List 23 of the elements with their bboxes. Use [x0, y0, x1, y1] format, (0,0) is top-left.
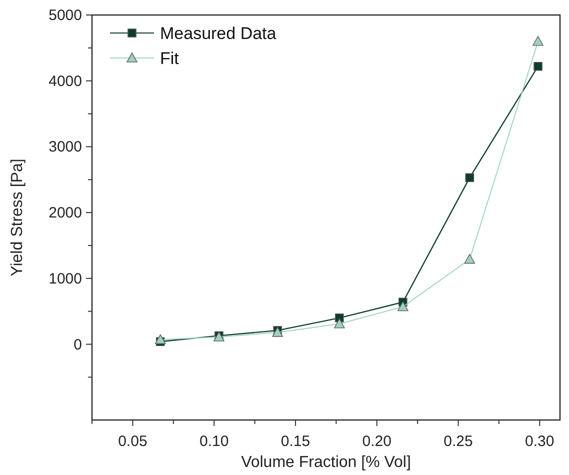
point — [398, 301, 408, 312]
y-tick-label: 1000 — [48, 270, 82, 288]
y-tick-label: 3000 — [48, 138, 82, 156]
y-tick-label: 4000 — [48, 72, 82, 90]
y-tick-label: 2000 — [48, 204, 82, 222]
y-tick-label: 5000 — [48, 7, 82, 24]
x-axis-title: Volume Fraction [% Vol] — [241, 454, 411, 471]
y-axis-title: Yield Stress [Pa] — [9, 158, 26, 276]
x-tick-label: 0.20 — [362, 433, 392, 450]
legend-label: Measured Data — [160, 24, 277, 43]
y-tick-label: 0 — [74, 336, 82, 354]
point — [464, 254, 476, 264]
x-tick-label: 0.15 — [280, 433, 310, 450]
point — [534, 62, 542, 71]
legend-label: Fit — [160, 49, 180, 68]
x-tick-label: 0.30 — [525, 433, 554, 450]
x-tick-label: 0.10 — [199, 433, 229, 450]
x-tick-label: 0.05 — [118, 433, 148, 450]
point — [465, 173, 474, 182]
point — [154, 334, 166, 344]
point — [334, 318, 345, 328]
x-tick-label: 0.25 — [444, 433, 473, 450]
point — [532, 36, 544, 46]
